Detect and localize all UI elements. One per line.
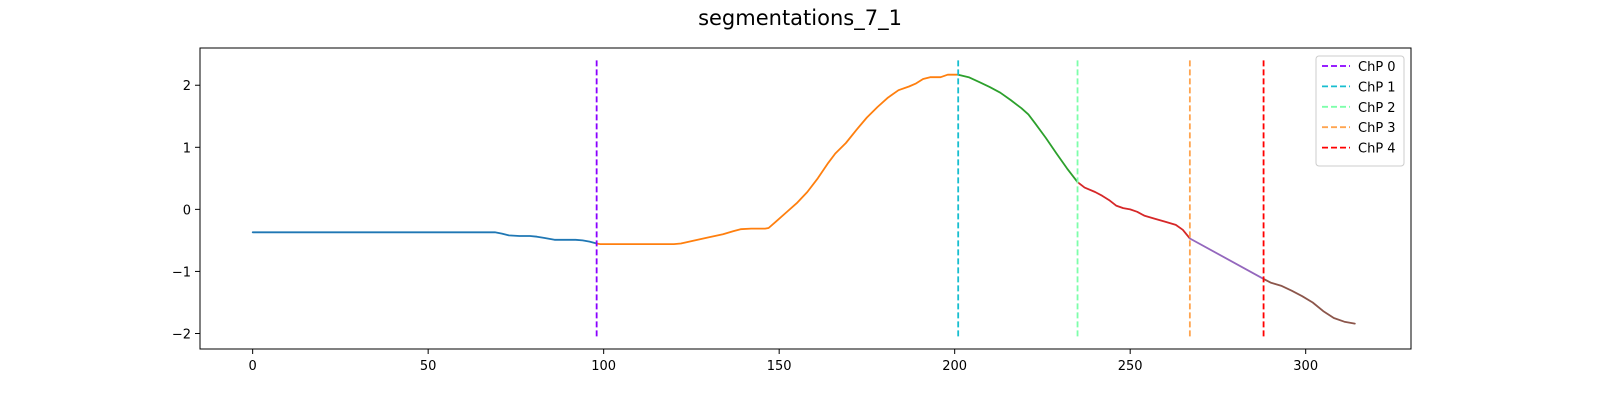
y-tick-label: −1	[172, 265, 191, 280]
x-tick-label: 100	[591, 359, 616, 374]
chart-title: segmentations_7_1	[698, 6, 902, 31]
legend-label: ChP 1	[1358, 80, 1396, 95]
series-segment-line	[957, 73, 1079, 184]
x-tick-label: 150	[767, 359, 792, 374]
legend-box	[1315, 55, 1405, 167]
series-segment-line	[595, 73, 960, 246]
legend-label: ChP 3	[1358, 121, 1396, 136]
series-segment-line	[1189, 237, 1265, 280]
series-segment-line	[1076, 181, 1191, 240]
series-segment-line	[251, 231, 598, 245]
x-tick-label: 250	[1118, 359, 1143, 374]
legend: ChP 0 ChP 1 ChP 2 ChP 3 ChP 4	[1315, 55, 1405, 167]
plot-frame	[199, 47, 1412, 350]
legend-label: ChP 4	[1358, 142, 1396, 157]
legend-label: ChP 2	[1358, 101, 1396, 116]
y-tick-label: −2	[172, 327, 191, 342]
axes: 0 50 100 150 200 250 300 −2 −1 0 1 2	[172, 47, 1412, 374]
x-tick-label: 0	[249, 359, 257, 374]
series-segment-line	[1262, 277, 1356, 325]
plot-area	[251, 60, 1356, 337]
x-tick-label: 200	[942, 359, 967, 374]
y-tick-label: 1	[183, 141, 191, 156]
x-tick-label: 300	[1293, 359, 1318, 374]
y-tick-label: 2	[183, 79, 191, 94]
legend-label: ChP 0	[1358, 60, 1396, 75]
x-tick-label: 50	[420, 359, 437, 374]
y-tick-label: 0	[183, 203, 191, 218]
